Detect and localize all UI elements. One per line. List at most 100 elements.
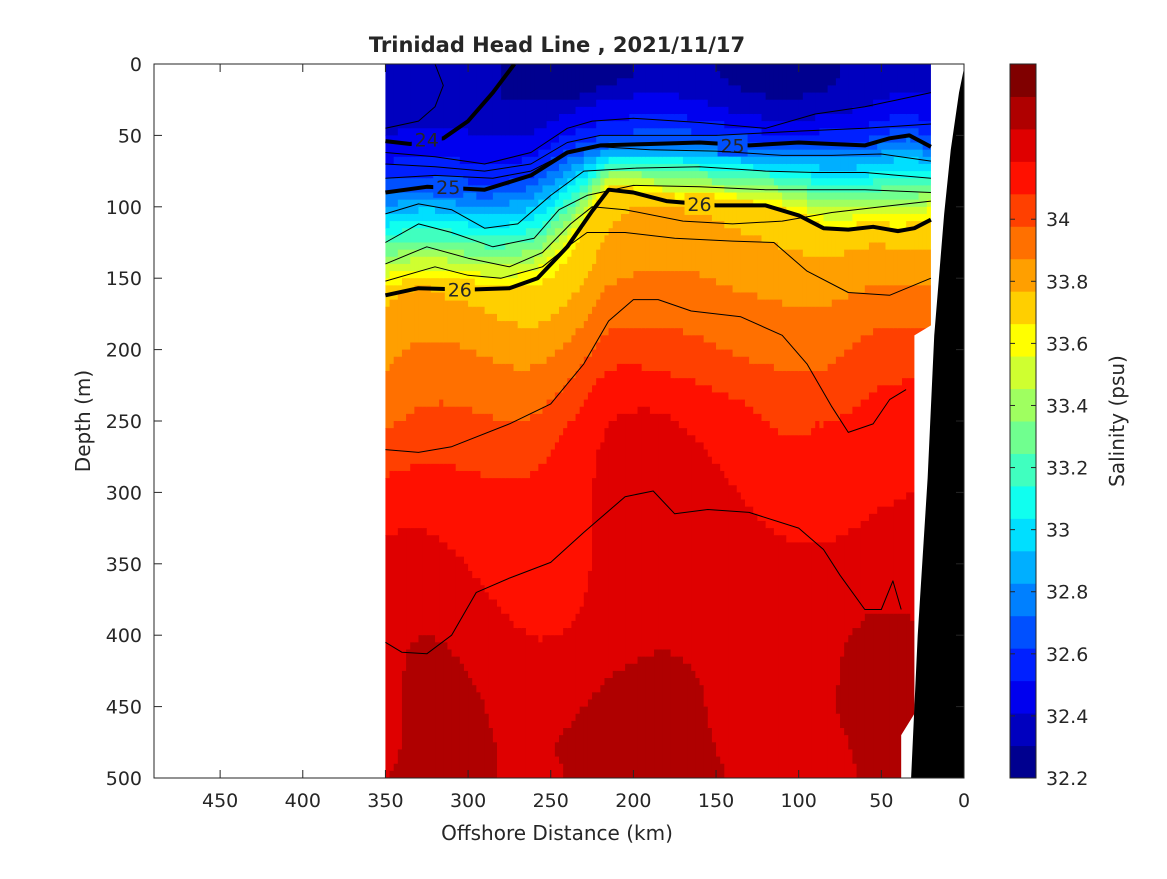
- salinity-cell: [600, 156, 606, 165]
- salinity-cell: [616, 278, 622, 329]
- salinity-cell: [538, 99, 544, 130]
- salinity-cell: [559, 635, 564, 736]
- salinity-cell: [575, 213, 581, 230]
- salinity-cell: [513, 371, 519, 422]
- salinity-cell: [815, 306, 821, 372]
- salinity-cell: [914, 128, 920, 144]
- salinity-cell: [835, 221, 841, 230]
- salinity-cell: [559, 192, 564, 208]
- salinity-cell: [831, 149, 837, 158]
- salinity-cell: [802, 542, 808, 778]
- salinity-cell: [740, 292, 746, 358]
- colorbar-label: Salinity (psu): [1105, 355, 1129, 487]
- salinity-cell: [910, 213, 916, 222]
- salinity-cell: [501, 228, 507, 237]
- salinity-cell: [397, 749, 403, 778]
- salinity-cell: [724, 163, 730, 172]
- salinity-cell: [550, 156, 556, 172]
- salinity-cell: [695, 156, 701, 165]
- salinity-cell: [711, 278, 717, 344]
- salinity-cell: [596, 149, 602, 158]
- salinity-cell: [753, 292, 759, 365]
- salinity-cell: [517, 628, 523, 778]
- salinity-cell: [554, 442, 560, 636]
- salinity-cell: [468, 306, 474, 351]
- salinity-cell: [662, 64, 668, 94]
- salinity-cell: [513, 135, 519, 165]
- salinity-cell: [563, 235, 569, 244]
- salinity-cell: [749, 178, 755, 187]
- salinity-cell: [753, 64, 759, 94]
- salinity-cell: [641, 185, 647, 194]
- salinity-cell: [699, 213, 705, 279]
- salinity-cell: [455, 156, 461, 180]
- salinity-cell: [587, 313, 593, 358]
- salinity-cell: [468, 228, 474, 237]
- salinity-cell: [600, 121, 606, 137]
- salinity-cell: [877, 213, 883, 222]
- colorbar-segment: [1010, 485, 1036, 519]
- salinity-cell: [678, 192, 684, 201]
- salinity-cell: [401, 192, 407, 201]
- salinity-cell: [691, 178, 697, 187]
- salinity-cell: [749, 171, 755, 180]
- salinity-cell: [765, 421, 771, 529]
- salinity-cell: [422, 342, 428, 408]
- salinity-cell: [397, 285, 403, 294]
- salinity-cell: [455, 470, 461, 558]
- salinity-cell: [550, 185, 556, 194]
- salinity-cell: [728, 85, 734, 115]
- salinity-cell: [703, 385, 709, 451]
- salinity-cell: [389, 64, 395, 137]
- salinity-cell: [757, 163, 763, 172]
- salinity-cell: [422, 635, 428, 778]
- salinity-cell: [732, 64, 738, 87]
- salinity-cell: [422, 463, 428, 529]
- salinity-cell: [439, 199, 445, 215]
- salinity-cell: [852, 213, 858, 230]
- salinity-cell: [860, 399, 866, 522]
- salinity-cell: [769, 149, 775, 158]
- salinity-cell: [806, 306, 812, 372]
- salinity-cell: [922, 149, 928, 158]
- salinity-cell: [914, 92, 920, 115]
- salinity-cell: [600, 378, 606, 444]
- salinity-cell: [521, 285, 527, 329]
- salinity-cell: [852, 199, 858, 208]
- salinity-cell: [724, 128, 730, 137]
- salinity-cell: [620, 156, 626, 165]
- colorbar-tick-label: 33: [1046, 520, 1070, 542]
- salinity-cell: [600, 149, 606, 158]
- salinity-cell: [728, 199, 734, 230]
- colorbar-segment: [1010, 193, 1036, 227]
- salinity-cell: [525, 249, 531, 265]
- salinity-cell: [687, 163, 693, 172]
- salinity-cell: [616, 156, 622, 165]
- salinity-cell: [926, 64, 932, 94]
- salinity-cell: [406, 228, 412, 244]
- salinity-cell: [649, 656, 655, 778]
- salinity-cell: [455, 342, 461, 408]
- salinity-cell: [497, 163, 502, 187]
- salinity-cell: [525, 421, 531, 479]
- salinity-cell: [463, 406, 469, 472]
- salinity-cell: [414, 213, 420, 222]
- salinity-cell: [397, 421, 403, 472]
- salinity-cell: [579, 285, 585, 329]
- salinity-cell: [716, 106, 721, 122]
- salinity-cell: [571, 178, 577, 187]
- colorbar-segment: [1010, 226, 1036, 260]
- salinity-cell: [670, 142, 676, 151]
- salinity-cell: [550, 121, 556, 144]
- salinity-cell: [798, 371, 804, 437]
- salinity-cell: [827, 221, 833, 230]
- salinity-cell: [769, 121, 775, 137]
- salinity-cell: [873, 199, 879, 208]
- salinity-cell: [798, 435, 804, 544]
- salinity-cell: [563, 342, 569, 387]
- salinity-cell: [414, 278, 420, 287]
- salinity-cell: [455, 249, 461, 265]
- salinity-cell: [877, 156, 883, 165]
- salinity-cell: [918, 163, 924, 172]
